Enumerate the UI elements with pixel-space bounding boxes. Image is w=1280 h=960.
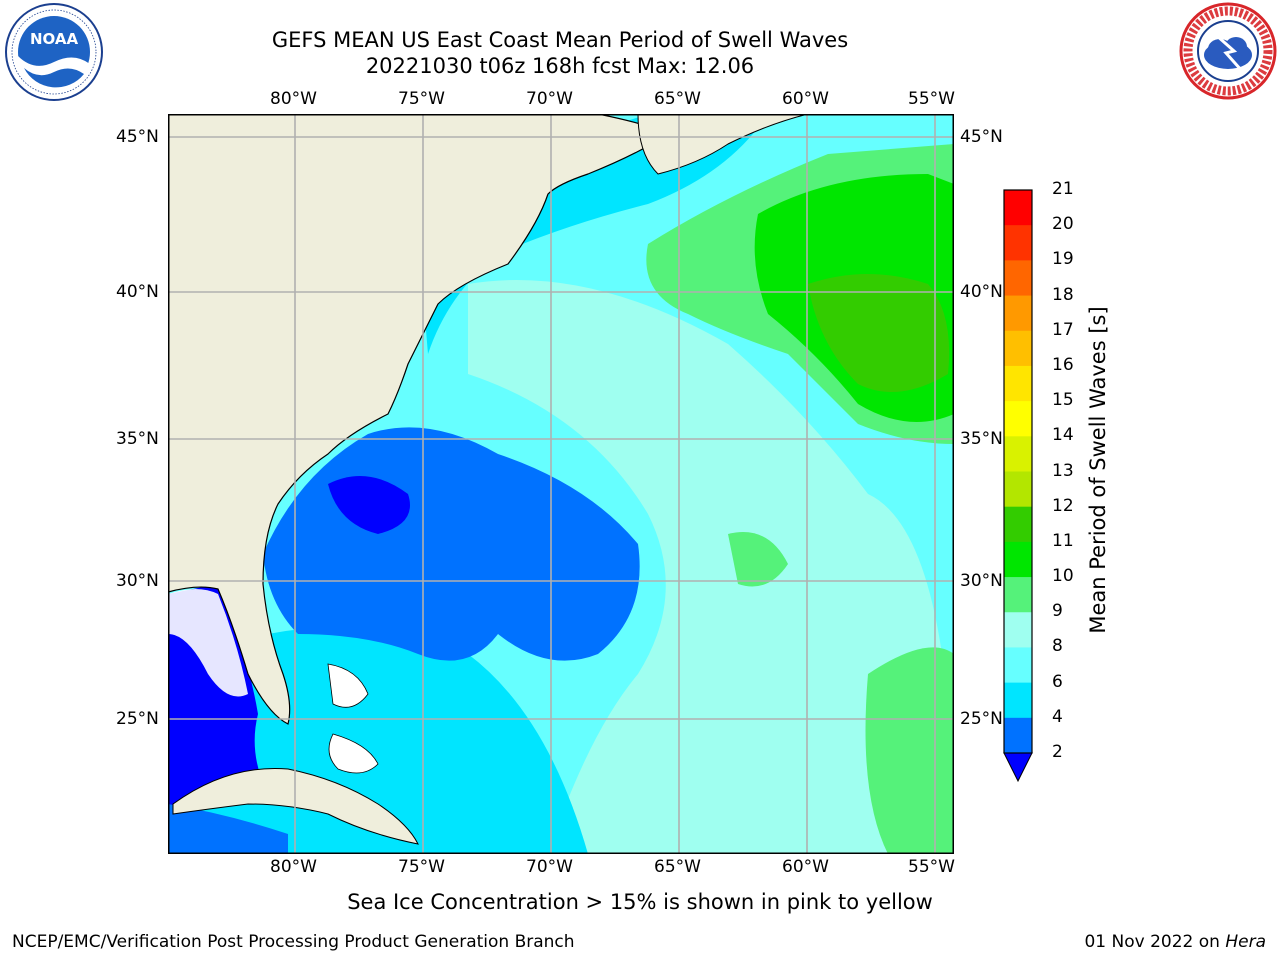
- lon-label-bottom: 75°W: [398, 857, 445, 877]
- colorbar-band: [1004, 647, 1032, 684]
- colorbar-tick-label: 9: [1052, 601, 1063, 622]
- lat-label-left: 35°N: [116, 429, 159, 449]
- lat-label-right: 25°N: [960, 709, 1003, 729]
- lat-label-left: 30°N: [116, 571, 159, 591]
- colorbar-band: [1004, 577, 1032, 613]
- map-border: [168, 114, 954, 854]
- lon-label-top: 65°W: [654, 89, 701, 109]
- colorbar-tick-label: 15: [1052, 390, 1074, 411]
- sea-ice-note: Sea Ice Concentration > 15% is shown in …: [347, 890, 933, 914]
- colorbar-band: [1004, 260, 1032, 297]
- colorbar-tick-label: 8: [1052, 636, 1063, 657]
- colorbar-band: [1004, 436, 1032, 472]
- colorbar-tick-label: 6: [1052, 671, 1063, 692]
- chart-subtitle: 20221030 t06z 168h fcst Max: 12.06: [365, 54, 755, 78]
- colorbar-band: [1004, 330, 1032, 367]
- lon-label-bottom: 55°W: [908, 857, 955, 877]
- colorbar-band: [1004, 190, 1032, 226]
- lat-label-left: 40°N: [116, 282, 159, 302]
- swell-period-map: [168, 114, 954, 854]
- lon-label-top: 60°W: [782, 89, 829, 109]
- colorbar-tick-label: 12: [1052, 495, 1074, 516]
- noaa-logo-text: NOAA: [30, 30, 79, 48]
- lon-label-top: 55°W: [908, 89, 955, 109]
- colorbar-tick-label: 20: [1052, 214, 1074, 235]
- producer-credit: NCEP/EMC/Verification Post Processing Pr…: [12, 932, 575, 952]
- colorbar-band: [1004, 541, 1032, 578]
- lon-label-bottom: 65°W: [654, 857, 701, 877]
- colorbar-tick-label: 17: [1052, 319, 1074, 340]
- lon-label-bottom: 60°W: [782, 857, 829, 877]
- swell-zone-2-4: [328, 476, 410, 534]
- colorbar-band: [1004, 295, 1032, 332]
- lon-label-top: 80°W: [270, 89, 317, 109]
- run-date-credit: 01 Nov 2022 on Hera: [1084, 932, 1266, 952]
- nws-logo-icon: [1179, 2, 1277, 100]
- swell-zone-6-8: [418, 114, 768, 354]
- chart-title: GEFS MEAN US East Coast Mean Period of S…: [271, 28, 849, 52]
- colorbar-tick-label: 10: [1052, 566, 1074, 587]
- lat-label-right: 40°N: [960, 282, 1003, 302]
- colorbar-band: [1004, 506, 1032, 543]
- colorbar-band: [1004, 401, 1032, 437]
- lon-label-top: 75°W: [398, 89, 445, 109]
- lat-label-left: 45°N: [116, 127, 159, 147]
- colorbar-tick-label: 16: [1052, 354, 1074, 375]
- lat-label-right: 35°N: [960, 429, 1003, 449]
- land-us-east-coast: [168, 114, 670, 725]
- colorbar-title: Mean Period of Swell Waves [s]: [1086, 306, 1110, 634]
- colorbar-band: [1004, 612, 1032, 648]
- colorbar-band: [1004, 717, 1032, 754]
- colorbar: [1003, 189, 1033, 783]
- swell-zone-11-12: [808, 274, 950, 392]
- colorbar-band: [1004, 365, 1032, 402]
- lat-label-left: 25°N: [116, 709, 159, 729]
- noaa-logo-icon: NOAA: [5, 3, 103, 101]
- colorbar-band: [1004, 682, 1032, 719]
- run-date: 01 Nov 2022 on: [1084, 932, 1220, 952]
- colorbar-band: [1004, 225, 1032, 261]
- lon-label-top: 70°W: [526, 89, 573, 109]
- swell-zone-8-9: [468, 280, 954, 854]
- colorbar-tick-label: 21: [1052, 179, 1074, 199]
- colorbar-extend-low: [1003, 752, 1033, 783]
- colorbar-frame: [1003, 189, 1033, 754]
- colorbar-tick-label: 4: [1052, 706, 1063, 727]
- lon-label-bottom: 70°W: [526, 857, 573, 877]
- colorbar-tick-label: 11: [1052, 530, 1074, 551]
- colorbar-tick-label: 18: [1052, 284, 1074, 305]
- colorbar-tick-label: 14: [1052, 425, 1074, 446]
- run-host: Hera: [1225, 932, 1266, 952]
- colorbar-tick-label: 2: [1052, 742, 1063, 762]
- graticule: [168, 114, 954, 854]
- colorbar-tick-label: 13: [1052, 460, 1074, 481]
- colorbar-tick-label: 19: [1052, 249, 1074, 270]
- colorbar-band: [1004, 471, 1032, 508]
- lat-label-right: 30°N: [960, 571, 1003, 591]
- lon-label-bottom: 80°W: [270, 857, 317, 877]
- lat-label-right: 45°N: [960, 127, 1003, 147]
